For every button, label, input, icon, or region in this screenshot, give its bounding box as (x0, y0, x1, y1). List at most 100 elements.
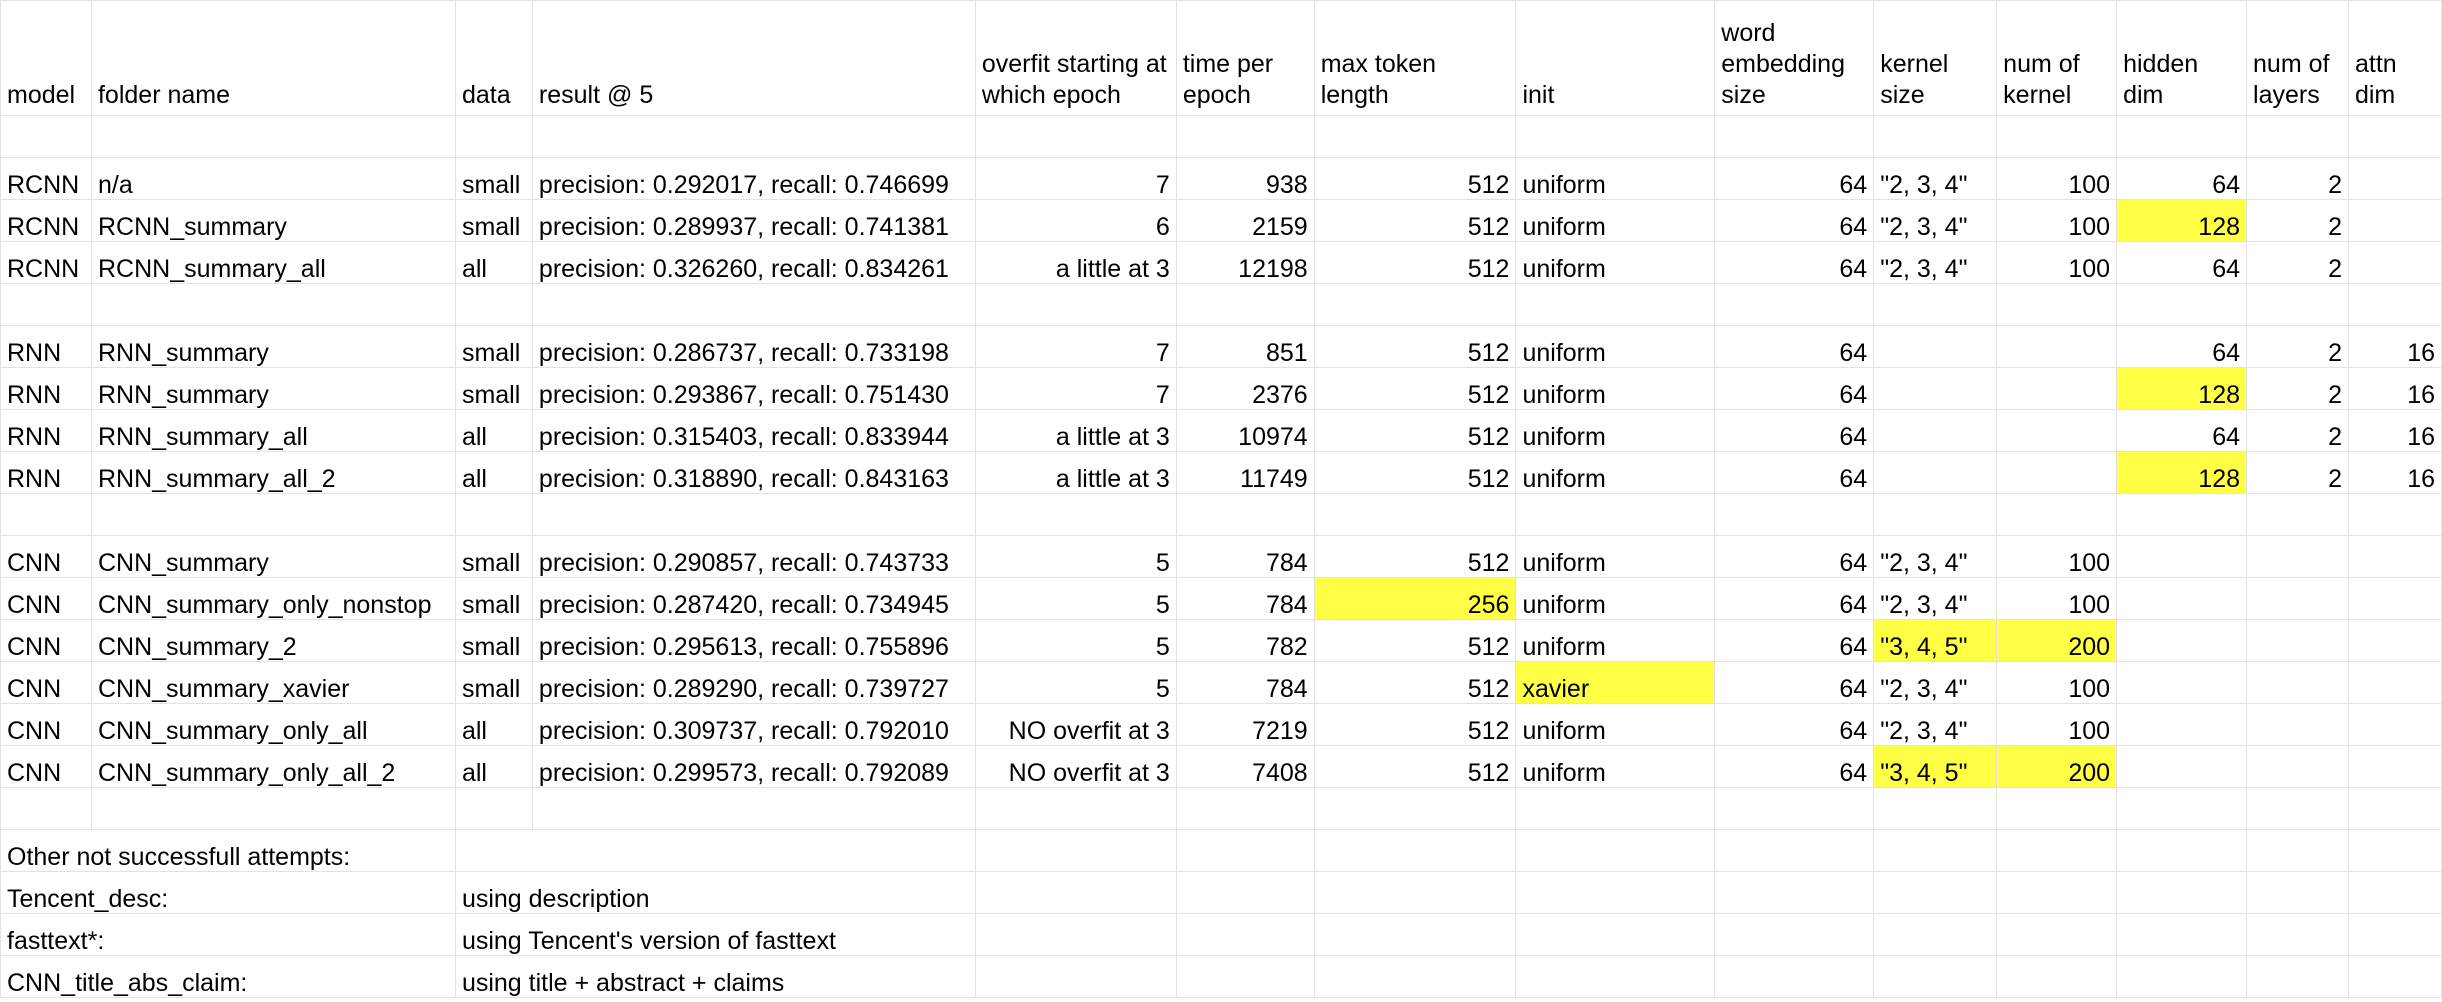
empty-cell[interactable] (90, 787, 456, 830)
empty-cell[interactable] (1175, 913, 1315, 956)
empty-cell[interactable] (1714, 493, 1875, 536)
empty-cell[interactable] (1714, 871, 1875, 914)
cell-max-token-length[interactable]: 512 (1313, 619, 1517, 662)
empty-cell[interactable] (1313, 787, 1517, 830)
empty-cell[interactable] (2347, 955, 2442, 998)
empty-cell[interactable] (1996, 787, 2118, 830)
cell-data[interactable]: all (454, 409, 533, 452)
cell-folder-name[interactable]: RNN_summary (90, 367, 456, 410)
cell-overfit-epoch[interactable]: a little at 3 (974, 451, 1177, 494)
note-label[interactable]: fasttext*: (0, 913, 456, 956)
empty-cell[interactable] (454, 493, 533, 536)
empty-cell[interactable] (90, 283, 456, 326)
cell-max-token-length[interactable]: 512 (1313, 367, 1517, 410)
cell-init[interactable]: uniform (1515, 535, 1716, 578)
cell-max-token-length-highlighted[interactable]: 256 (1313, 577, 1517, 620)
empty-cell[interactable] (1175, 493, 1315, 536)
empty-cell[interactable] (2246, 871, 2349, 914)
cell-kernel-size[interactable] (1873, 451, 1998, 494)
cell-result[interactable]: precision: 0.290857, recall: 0.743733 (531, 535, 976, 578)
cell-data[interactable]: all (454, 745, 533, 788)
cell-attn-dim[interactable] (2347, 577, 2442, 620)
cell-num-of-layers[interactable] (2246, 745, 2349, 788)
header-cell-data[interactable]: data (454, 0, 533, 116)
empty-cell[interactable] (974, 913, 1177, 956)
empty-cell[interactable] (0, 283, 92, 326)
cell-num-of-layers[interactable]: 2 (2246, 367, 2349, 410)
empty-cell[interactable] (1175, 115, 1315, 158)
empty-cell[interactable] (2116, 493, 2248, 536)
empty-cell[interactable] (1175, 871, 1315, 914)
cell-hidden-dim-highlighted[interactable]: 128 (2116, 367, 2248, 410)
cell-num-of-kernel[interactable]: 100 (1996, 577, 2118, 620)
cell-model[interactable]: RNN (0, 325, 92, 368)
cell-hidden-dim[interactable] (2116, 619, 2248, 662)
cell-num-of-layers[interactable] (2246, 535, 2349, 578)
empty-cell[interactable] (2116, 829, 2248, 872)
cell-data[interactable]: all (454, 241, 533, 284)
empty-cell[interactable] (974, 493, 1177, 536)
empty-cell[interactable] (0, 493, 92, 536)
note-description[interactable]: using title + abstract + claims (454, 955, 976, 998)
cell-hidden-dim[interactable]: 64 (2116, 157, 2248, 200)
cell-hidden-dim-highlighted[interactable]: 128 (2116, 451, 2248, 494)
cell-time-per-epoch[interactable]: 11749 (1175, 451, 1315, 494)
empty-cell[interactable] (2246, 787, 2349, 830)
header-cell-kernel-size[interactable]: kernel size (1873, 0, 1998, 116)
cell-time-per-epoch[interactable]: 938 (1175, 157, 1315, 200)
header-cell-time-per-epoch[interactable]: time per epoch (1175, 0, 1315, 116)
empty-cell[interactable] (1313, 913, 1517, 956)
cell-kernel-size[interactable] (1873, 409, 1998, 452)
cell-data[interactable]: small (454, 367, 533, 410)
empty-cell[interactable] (974, 115, 1177, 158)
empty-cell[interactable] (531, 493, 976, 536)
cell-result[interactable]: precision: 0.286737, recall: 0.733198 (531, 325, 976, 368)
cell-hidden-dim[interactable] (2116, 745, 2248, 788)
empty-cell[interactable] (2116, 283, 2248, 326)
empty-cell[interactable] (974, 871, 1177, 914)
empty-cell[interactable] (2347, 115, 2442, 158)
empty-cell[interactable] (2246, 115, 2349, 158)
cell-time-per-epoch[interactable]: 10974 (1175, 409, 1315, 452)
empty-cell[interactable] (1515, 913, 1716, 956)
cell-overfit-epoch[interactable]: NO overfit at 3 (974, 745, 1177, 788)
cell-model[interactable]: RNN (0, 409, 92, 452)
cell-word-embedding-size[interactable]: 64 (1714, 745, 1875, 788)
cell-init[interactable]: uniform (1515, 367, 1716, 410)
cell-word-embedding-size[interactable]: 64 (1714, 199, 1875, 242)
cell-attn-dim[interactable] (2347, 199, 2442, 242)
empty-cell[interactable] (1996, 829, 2118, 872)
cell-num-of-layers[interactable]: 2 (2246, 325, 2349, 368)
note-description[interactable]: using Tencent's version of fasttext (454, 913, 976, 956)
cell-attn-dim[interactable] (2347, 661, 2442, 704)
empty-cell[interactable] (1873, 829, 1998, 872)
cell-word-embedding-size[interactable]: 64 (1714, 535, 1875, 578)
cell-num-of-kernel[interactable]: 100 (1996, 241, 2118, 284)
header-cell-num-of-kernel[interactable]: num of kernel (1996, 0, 2118, 116)
cell-data[interactable]: all (454, 451, 533, 494)
empty-cell[interactable] (1714, 955, 1875, 998)
cell-num-of-kernel[interactable] (1996, 325, 2118, 368)
cell-max-token-length[interactable]: 512 (1313, 661, 1517, 704)
header-cell-hidden-dim[interactable]: hidden dim (2116, 0, 2248, 116)
empty-cell[interactable] (1873, 115, 1998, 158)
empty-cell[interactable] (2246, 829, 2349, 872)
note-description[interactable] (454, 829, 976, 872)
cell-max-token-length[interactable]: 512 (1313, 451, 1517, 494)
cell-data[interactable]: small (454, 661, 533, 704)
header-cell-result[interactable]: result @ 5 (531, 0, 976, 116)
empty-cell[interactable] (2347, 829, 2442, 872)
header-cell-folder-name[interactable]: folder name (90, 0, 456, 116)
cell-init[interactable]: uniform (1515, 451, 1716, 494)
cell-max-token-length[interactable]: 512 (1313, 703, 1517, 746)
empty-cell[interactable] (1515, 871, 1716, 914)
cell-max-token-length[interactable]: 512 (1313, 409, 1517, 452)
cell-time-per-epoch[interactable]: 782 (1175, 619, 1315, 662)
cell-overfit-epoch[interactable]: 7 (974, 367, 1177, 410)
cell-time-per-epoch[interactable]: 12198 (1175, 241, 1315, 284)
empty-cell[interactable] (2347, 871, 2442, 914)
cell-kernel-size[interactable]: "2, 3, 4" (1873, 199, 1998, 242)
cell-init[interactable]: uniform (1515, 241, 1716, 284)
cell-kernel-size[interactable]: "2, 3, 4" (1873, 241, 1998, 284)
cell-overfit-epoch[interactable]: 7 (974, 157, 1177, 200)
